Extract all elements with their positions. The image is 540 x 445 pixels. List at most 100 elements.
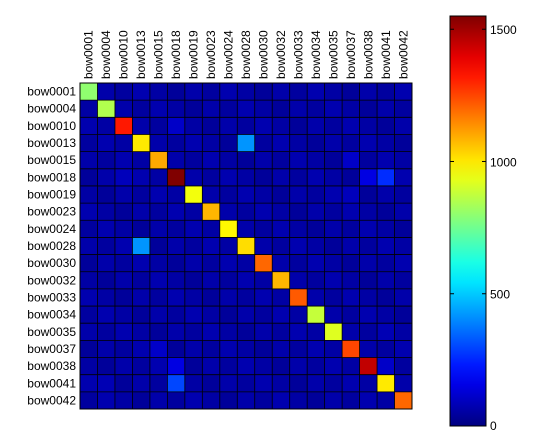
heatmap-cell-bow0033-bow0018 bbox=[167, 288, 186, 307]
heatmap-cell-bow0033-bow0042 bbox=[394, 288, 413, 307]
heatmap-cell-bow0038-bow0035 bbox=[324, 357, 343, 375]
heatmap-cell-bow0034-bow0013 bbox=[132, 306, 151, 324]
heatmap-cell-bow0034-bow0004 bbox=[97, 306, 116, 324]
heatmap-cell-bow0030-bow0028 bbox=[237, 254, 256, 273]
heatmap-cell-bow0038-bow0038 bbox=[359, 357, 378, 375]
heatmap-cell-bow0032-bow0042 bbox=[394, 271, 413, 290]
x-tick-label: bow0001 bbox=[82, 30, 96, 79]
heatmap-cell-bow0001-bow0019 bbox=[184, 83, 203, 101]
heatmap-cell-bow0024-bow0001 bbox=[80, 220, 98, 238]
heatmap-cell-bow0034-bow0034 bbox=[307, 306, 325, 324]
heatmap-cell-bow0028-bow0015 bbox=[149, 237, 168, 255]
heatmap-cell-bow0023-bow0013 bbox=[132, 203, 151, 221]
heatmap-cell-bow0033-bow0024 bbox=[219, 288, 238, 307]
heatmap-cell-bow0034-bow0033 bbox=[289, 306, 308, 324]
heatmap-cell-bow0037-bow0019 bbox=[184, 340, 203, 358]
heatmap-cell-bow0041-bow0042 bbox=[394, 374, 413, 393]
heatmap-cell-bow0010-bow0032 bbox=[272, 117, 290, 135]
heatmap-cell-bow0030-bow0018 bbox=[167, 254, 186, 273]
heatmap-cell-bow0024-bow0042 bbox=[394, 220, 413, 238]
heatmap-cell-bow0015-bow0023 bbox=[202, 151, 221, 170]
heatmap-cell-bow0024-bow0041 bbox=[377, 220, 395, 238]
heatmap-cell-bow0001-bow0041 bbox=[377, 83, 395, 101]
heatmap-cell-bow0015-bow0032 bbox=[272, 151, 290, 170]
heatmap-cell-bow0024-bow0023 bbox=[202, 220, 221, 238]
heatmap-cell-bow0035-bow0038 bbox=[359, 323, 378, 341]
heatmap-cell-bow0042-bow0032 bbox=[272, 391, 290, 410]
heatmap-cell-bow0028-bow0030 bbox=[254, 237, 273, 255]
x-tick-label: bow0004 bbox=[99, 30, 113, 79]
heatmap-cell-bow0028-bow0037 bbox=[342, 237, 360, 255]
heatmap-cell-bow0028-bow0001 bbox=[80, 237, 98, 255]
heatmap-cell-bow0042-bow0037 bbox=[342, 391, 360, 410]
heatmap-cell-bow0035-bow0023 bbox=[202, 323, 221, 341]
heatmap-cell-bow0015-bow0030 bbox=[254, 151, 273, 170]
heatmap-cell-bow0032-bow0030 bbox=[254, 271, 273, 290]
heatmap-cell-bow0035-bow0034 bbox=[307, 323, 325, 341]
heatmap-cell-bow0041-bow0038 bbox=[359, 374, 378, 393]
heatmap-cell-bow0034-bow0028 bbox=[237, 306, 256, 324]
heatmap-cell-bow0035-bow0010 bbox=[114, 323, 133, 341]
heatmap-cell-bow0038-bow0030 bbox=[254, 357, 273, 375]
heatmap-cell-bow0013-bow0013 bbox=[132, 134, 151, 152]
heatmap-cell-bow0035-bow0035 bbox=[324, 323, 343, 341]
heatmap-cell-bow0028-bow0019 bbox=[184, 237, 203, 255]
heatmap-cell-bow0010-bow0019 bbox=[184, 117, 203, 135]
heatmap-cell-bow0018-bow0038 bbox=[359, 168, 378, 187]
heatmap-cell-bow0010-bow0030 bbox=[254, 117, 273, 135]
y-tick-label: bow0038 bbox=[27, 359, 76, 373]
heatmap-cell-bow0015-bow0010 bbox=[114, 151, 133, 170]
heatmap-cell-bow0030-bow0042 bbox=[394, 254, 413, 273]
heatmap-cell-bow0001-bow0037 bbox=[342, 83, 360, 101]
heatmap-cell-bow0010-bow0038 bbox=[359, 117, 378, 135]
heatmap-cell-bow0037-bow0028 bbox=[237, 340, 256, 358]
heatmap-cell-bow0028-bow0034 bbox=[307, 237, 325, 255]
heatmap-cell-bow0030-bow0015 bbox=[149, 254, 168, 273]
heatmap-cell-bow0035-bow0030 bbox=[254, 323, 273, 341]
heatmap-cell-bow0037-bow0024 bbox=[219, 340, 238, 358]
heatmap-cell-bow0023-bow0001 bbox=[80, 203, 98, 221]
heatmap-cell-bow0032-bow0033 bbox=[289, 271, 308, 290]
heatmap-cell-bow0001-bow0018 bbox=[167, 83, 186, 101]
y-tick-label: bow0019 bbox=[27, 188, 76, 202]
heatmap-cell-bow0023-bow0034 bbox=[307, 203, 325, 221]
heatmap-cell-bow0037-bow0038 bbox=[359, 340, 378, 358]
heatmap-cell-bow0033-bow0004 bbox=[97, 288, 116, 307]
heatmap-cell-bow0013-bow0010 bbox=[114, 134, 133, 152]
heatmap-cell-bow0015-bow0038 bbox=[359, 151, 378, 170]
heatmap-cell-bow0015-bow0028 bbox=[237, 151, 256, 170]
heatmap-cell-bow0019-bow0013 bbox=[132, 185, 151, 204]
heatmap-cell-bow0018-bow0032 bbox=[272, 168, 290, 187]
heatmap-cell-bow0004-bow0015 bbox=[149, 100, 168, 118]
heatmap-cell-bow0033-bow0033 bbox=[289, 288, 308, 307]
x-tick-label: bow0010 bbox=[117, 30, 131, 79]
heatmap-cell-bow0001-bow0033 bbox=[289, 83, 308, 101]
heatmap-cell-bow0033-bow0019 bbox=[184, 288, 203, 307]
y-tick-label: bow0035 bbox=[27, 325, 76, 339]
heatmap-cell-bow0010-bow0041 bbox=[377, 117, 395, 135]
heatmap-cell-bow0030-bow0024 bbox=[219, 254, 238, 273]
heatmap-cell-bow0041-bow0024 bbox=[219, 374, 238, 393]
heatmap-cell-bow0018-bow0041 bbox=[377, 168, 395, 187]
heatmap-cell-bow0013-bow0033 bbox=[289, 134, 308, 152]
heatmap-cell-bow0037-bow0033 bbox=[289, 340, 308, 358]
heatmap-cell-bow0034-bow0030 bbox=[254, 306, 273, 324]
heatmap-cell-bow0010-bow0004 bbox=[97, 117, 116, 135]
heatmap-cell-bow0035-bow0004 bbox=[97, 323, 116, 341]
heatmap-cell-bow0013-bow0041 bbox=[377, 134, 395, 152]
heatmap-cell-bow0004-bow0018 bbox=[167, 100, 186, 118]
heatmap-cell-bow0030-bow0019 bbox=[184, 254, 203, 273]
heatmap-cell-bow0010-bow0028 bbox=[237, 117, 256, 135]
x-tick-label: bow0042 bbox=[396, 30, 410, 79]
heatmap-cell-bow0037-bow0004 bbox=[97, 340, 116, 358]
heatmap-cell-bow0010-bow0018 bbox=[167, 117, 186, 135]
heatmap-cell-bow0028-bow0033 bbox=[289, 237, 308, 255]
heatmap-cell-bow0013-bow0024 bbox=[219, 134, 238, 152]
heatmap-cell-bow0018-bow0042 bbox=[394, 168, 413, 187]
heatmap-cell-bow0035-bow0019 bbox=[184, 323, 203, 341]
heatmap-cell-bow0037-bow0032 bbox=[272, 340, 290, 358]
heatmap-cell-bow0042-bow0038 bbox=[359, 391, 378, 410]
heatmap-cell-bow0038-bow0013 bbox=[132, 357, 151, 375]
heatmap-cell-bow0019-bow0038 bbox=[359, 185, 378, 204]
colorbar-tick-labels: 0 500 1000 1500 bbox=[450, 23, 517, 433]
